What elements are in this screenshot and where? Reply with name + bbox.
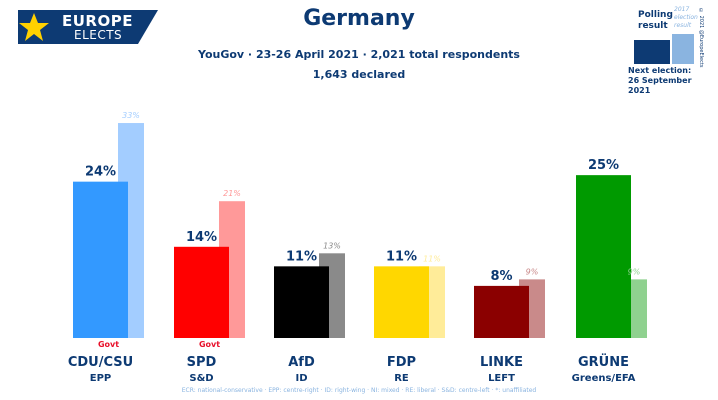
prev-value-spd: 21%	[223, 189, 241, 198]
next-election: Next election: 26 September 2021	[628, 66, 710, 96]
copyright: © 2021 @EuropeElects	[698, 8, 704, 68]
chart-subtitle: YouGov · 23-26 April 2021 · 2,021 total …	[198, 48, 520, 61]
poll-value-linke: 8%	[490, 269, 512, 284]
poll-bar-cdu-csu	[73, 181, 128, 338]
poll-value-cdu-csu: 24%	[85, 165, 116, 180]
poll-value-fdp: 11%	[386, 249, 417, 264]
europe-elects-logo: EUROPE ELECTS	[10, 10, 158, 44]
logo-line2: ELECTS	[74, 28, 123, 42]
legend-poll-swatch	[634, 40, 670, 64]
prev-value-afd: 13%	[323, 241, 341, 250]
party-name-fdp: FDP	[387, 355, 416, 370]
poll-bar-gr-ne	[576, 175, 631, 338]
footnote: ECR: national-conservative · EPP: centre…	[181, 387, 537, 394]
govt-mark-spd: Govt	[199, 340, 220, 349]
chart-title: Germany	[303, 6, 415, 31]
prev-value-gr-ne: 9%	[628, 267, 641, 276]
legend-polling-label: Polling result	[638, 10, 673, 32]
party-name-linke: LINKE	[480, 355, 523, 370]
party-name-spd: SPD	[187, 355, 217, 370]
star-icon	[19, 13, 49, 41]
prev-value-linke: 9%	[526, 267, 539, 276]
govt-mark-cdu-csu: Govt	[98, 340, 119, 349]
logo-line1: EUROPE	[62, 12, 133, 30]
party-name-afd: AfD	[288, 355, 315, 370]
party-group-gr-ne: Greens/EFA	[572, 373, 636, 384]
party-group-cdu-csu: EPP	[90, 373, 112, 384]
legend-prev-swatch	[672, 34, 694, 64]
legend-polling: Polling	[638, 10, 673, 20]
poll-value-spd: 14%	[186, 230, 217, 245]
poll-value-gr-ne: 25%	[588, 158, 619, 173]
prev-value-fdp: 11%	[423, 254, 441, 263]
legend-result: result	[638, 21, 668, 31]
prev-value-cdu-csu: 33%	[122, 111, 140, 120]
poll-bar-afd	[274, 266, 329, 338]
next-election-label: Next election:	[628, 66, 692, 75]
party-name-cdu-csu: CDU/CSU	[68, 355, 133, 370]
poll-bar-fdp	[374, 266, 429, 338]
poll-value-afd: 11%	[286, 249, 317, 264]
chart-subtitle-declared: 1,643 declared	[312, 68, 406, 81]
legend-prev-1: 2017	[674, 6, 690, 13]
party-group-afd: ID	[295, 373, 307, 384]
legend-prev-2: election	[674, 14, 698, 21]
party-group-spd: S&D	[189, 373, 213, 384]
party-group-fdp: RE	[394, 373, 409, 384]
legend-prev-3: result	[674, 22, 692, 29]
next-election-date: 26 September 2021	[628, 76, 692, 95]
party-name-gr-ne: GRÜNE	[578, 354, 629, 370]
legend: Polling result 2017 election result © 20…	[628, 4, 710, 96]
legend-prev-label: 2017 election result	[674, 6, 698, 30]
logo-banner	[18, 10, 158, 44]
party-group-linke: LEFT	[488, 373, 515, 384]
poll-bar-linke	[474, 285, 529, 338]
poll-bar-spd	[174, 246, 229, 338]
